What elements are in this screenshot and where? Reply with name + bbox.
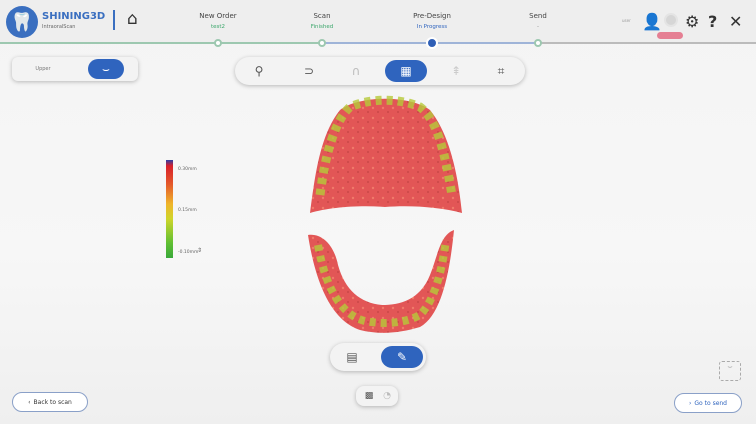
brand-subtitle: IntraoralScan [42,24,76,30]
step-pre-design[interactable]: Pre-Design In Progress [387,12,477,30]
implant-tool-icon[interactable]: ⇞ [450,64,462,78]
back-to-scan-button[interactable]: ‹ Back to scan [12,392,88,412]
lower-teeth-ring [314,239,450,327]
scanbody-tool-icon[interactable]: ⌗ [497,63,505,78]
deviation-colorbar [166,160,173,258]
grid-icon[interactable]: ▩ [364,391,374,401]
step-send[interactable]: Send - [493,12,583,30]
teeth-tool-icon[interactable]: ⚲ [254,64,264,78]
step-title: Pre-Design [413,12,451,20]
step-scan[interactable]: Scan Finished [277,12,367,30]
step-title: Send [529,12,547,20]
step-new-order[interactable]: New Order test2 [173,12,263,30]
progress-line-pending [538,42,756,44]
lower-jaw-option[interactable]: ⌣ [88,59,124,79]
step-title: Scan [313,12,331,20]
section-view-icon[interactable]: ▤ [346,350,358,364]
upper-arch [310,98,462,213]
brand-name: SHINING3D [42,11,106,22]
chevron-left-icon: ‹ [28,398,31,406]
user-label: user [622,18,631,23]
step-title: New Order [199,12,237,20]
step-dot [318,39,326,47]
close-icon[interactable]: ✕ [729,12,743,31]
step-dot [214,39,222,47]
status-badge [657,32,683,39]
upper-jaw-option[interactable]: Upper [35,66,51,72]
help-icon[interactable]: ? [708,12,718,31]
user-icon[interactable]: 👤 [642,12,662,31]
back-label: Back to scan [33,398,72,406]
layout-tool-icon[interactable]: ▦ [385,60,427,82]
step-dot-current [428,39,436,47]
go-to-send-button[interactable]: › Go to send [674,393,742,413]
colorbar-max: 0.30mm [178,167,197,172]
gear-icon[interactable]: ⚙ [685,12,700,31]
step-dot [534,39,542,47]
fit-screen-icon[interactable]: ⌣ [719,361,741,381]
lower-jaw-icon: ⌣ [102,61,110,76]
step-status: test2 [210,24,226,30]
colorbar-mid: 0.15mm [178,208,197,213]
header-bar [0,0,756,44]
step-status: - [537,24,539,30]
home-icon[interactable]: ⌂ [127,9,138,29]
colorbar-adjust-icon[interactable]: ⇕ [197,247,203,254]
measure-view-icon[interactable]: ✎ [381,346,423,368]
next-label: Go to send [694,399,727,407]
tooth-logo-icon: 🦷 [6,6,38,38]
colorbar-min: -0.10mm [178,250,199,255]
arch-tool-icon[interactable]: ∩ [351,64,361,78]
tool-toolbar [235,57,525,85]
divider [113,10,115,30]
bite-tool-icon[interactable]: ⊃ [303,64,315,78]
timer-icon[interactable]: ◔ [383,391,391,401]
step-status: Finished [310,24,334,30]
jaw-model-view[interactable] [290,95,480,345]
chevron-right-icon: › [689,399,692,407]
status-icon[interactable] [664,13,678,27]
small-toggle [356,386,398,406]
step-status: In Progress [416,24,448,30]
